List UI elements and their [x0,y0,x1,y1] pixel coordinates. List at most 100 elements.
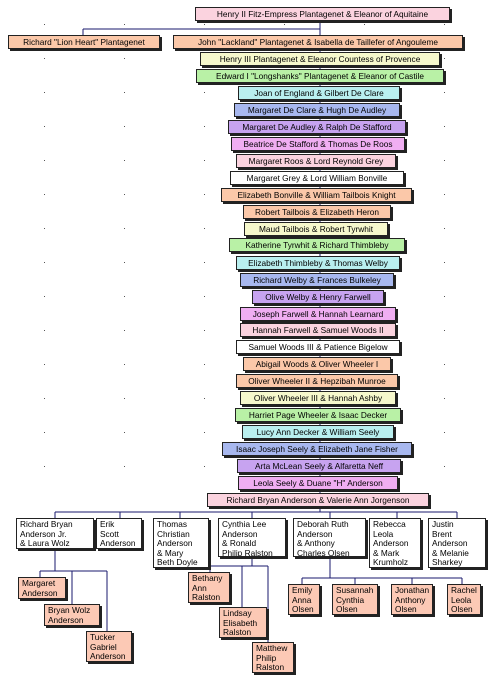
grid-dot [204,466,205,467]
grandchild-box: Jonathan Anthony Olsen [391,584,433,615]
grid-dot [204,92,205,93]
couple-box: Oliver Wheeler II & Hepzibah Munroe [236,374,398,388]
grid-dot [124,228,125,229]
grid-dot [44,330,45,331]
grid-dot [44,160,45,161]
grid-dot [44,92,45,93]
couple-box: Leola Seely & Duane "H" Anderson [238,476,398,490]
grid-dot [444,330,445,331]
grid-dot [444,228,445,229]
couple-box: John "Lackland" Plantagenet & Isabella d… [173,35,463,49]
grid-dot [204,432,205,433]
grid-dot [204,228,205,229]
grandchild-box: Bryan Wolz Anderson [44,604,100,626]
couple-box: Robert Tailbois & Elizabeth Heron [243,205,391,219]
grid-dot [44,194,45,195]
grid-dot [444,194,445,195]
couple-box: Katherine Tyrwhit & Richard Thimbleby [229,238,405,252]
grandchild-box: Susannah Cynthia Olsen [332,584,378,615]
grid-dot [44,262,45,263]
child-box: Rebecca Leola Anderson & Mark Krumholz [369,518,421,568]
grid-dot [124,432,125,433]
grandchild-box: Bethany Ann Ralston [188,572,230,603]
grid-dot [124,330,125,331]
grid-dot [124,296,125,297]
couple-box: Richard Welby & Frances Bulkeley [240,273,394,287]
person-box: Richard "Lion Heart" Plantagenet [8,35,160,49]
grid-dot [444,160,445,161]
couple-box: Elizabeth Bonville & William Tailbois Kn… [221,188,412,202]
grid-dot [124,58,125,59]
grid-dot [444,92,445,93]
couple-box: Arta McLean Seely & Alfaretta Neff [237,459,401,473]
grandchild-box: Tucker Gabriel Anderson [86,631,132,662]
grid-dot [44,228,45,229]
grid-dot [284,24,285,25]
couple-box: Oliver Wheeler III & Hannah Ashby [240,391,396,405]
grid-dot [204,398,205,399]
couple-box: Olive Welby & Henry Farwell [252,290,384,304]
couple-box: Lucy Ann Decker & William Seely [242,425,394,439]
grid-dot [124,194,125,195]
grandchild-box: Rachel Leola Olsen [447,584,481,615]
grid-dot [444,24,445,25]
grandchild-box: Emily Anna Olsen [288,584,320,615]
grid-dot [204,160,205,161]
couple-box: Samuel Woods III & Patience Bigelow [236,340,400,354]
couple-box: Hannah Farwell & Samuel Woods II [240,323,396,337]
grid-dot [444,432,445,433]
grandchild-box: Margaret Anderson [18,577,66,599]
grid-dot [124,398,125,399]
grid-dot [124,364,125,365]
grid-dot [44,58,45,59]
grid-dot [204,364,205,365]
couple-box: Joseph Farwell & Hannah Learnard [240,307,396,321]
couple-box: Isaac Joseph Seely & Elizabeth Jane Fish… [222,442,412,456]
couple-box: Edward I "Longshanks" Plantagenet & Elea… [196,69,444,83]
grid-dot [124,92,125,93]
couple-box: Beatrice De Stafford & Thomas De Roos [231,137,405,151]
child-box: Cynthia Lee Anderson & Ronald Philip Ral… [218,518,286,557]
grid-dot [44,296,45,297]
grid-dot [44,432,45,433]
grid-dot [364,24,365,25]
grandchild-box: Lindsay Elisabeth Ralston [219,607,267,638]
grid-dot [44,398,45,399]
grid-dot [204,126,205,127]
couple-box: Margaret De Audley & Ralph De Stafford [228,120,406,134]
couple-box: Abigail Woods & Oliver Wheeler I [243,357,391,371]
grid-dot [444,398,445,399]
grid-dot [44,24,45,25]
child-box: Erik Scott Anderson [96,518,142,549]
grid-dot [124,126,125,127]
grid-dot [444,126,445,127]
grid-dot [444,466,445,467]
couple-box: Richard Bryan Anderson & Valerie Ann Jor… [207,493,429,507]
grid-dot [444,58,445,59]
child-box: Richard Bryan Anderson Jr. & Laura Wolz [16,518,94,549]
couple-box: Harriet Page Wheeler & Isaac Decker [235,408,401,422]
couple-box: Margaret Roos & Lord Reynold Grey [236,154,396,168]
grid-dot [44,126,45,127]
grid-dot [204,296,205,297]
couple-box: Margaret Grey & Lord William Bonville [230,171,404,185]
grid-dot [204,24,205,25]
grid-dot [204,262,205,263]
grid-dot [444,262,445,263]
grandchild-box: Matthew Philip Ralston [252,642,294,673]
grid-dot [124,466,125,467]
grid-dot [124,262,125,263]
grid-dot [124,24,125,25]
couple-box: Maud Tailbois & Robert Tyrwhit [244,222,388,236]
grid-dot [124,160,125,161]
grid-dot [44,364,45,365]
couple-box: Henry III Plantagenet & Eleanor Countess… [200,52,440,66]
couple-box: Elizabeth Thimbleby & Thomas Welby [236,256,400,270]
child-box: Deborah Ruth Anderson & Anthony Charles … [293,518,366,557]
child-box: Thomas Christian Anderson & Mary Beth Do… [153,518,209,568]
grid-dot [204,330,205,331]
couple-box: Margaret De Clare & Hugh De Audley [234,103,400,117]
root-couple: Henry II Fitz-Empress Plantagenet & Elea… [195,7,450,21]
grid-dot [204,194,205,195]
grid-dot [444,296,445,297]
